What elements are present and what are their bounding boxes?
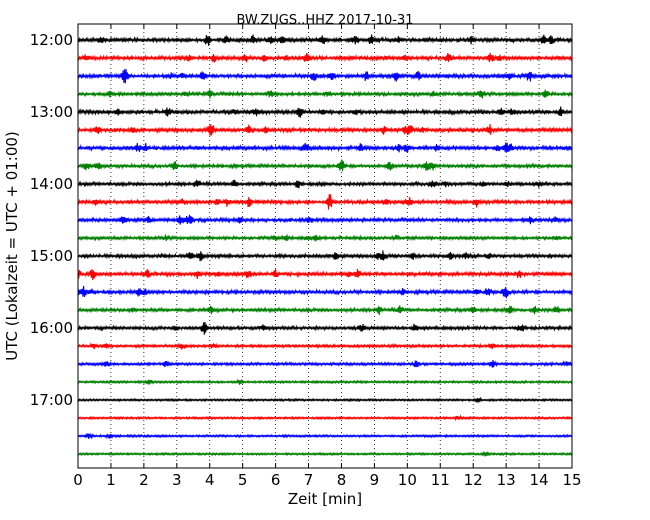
trace-1215 [77,52,573,63]
chart-title: BW.ZUGS..HHZ 2017-10-31 [236,13,413,28]
trace-1400 [77,179,573,189]
y-tick-label-1700: 17:00 [30,391,73,409]
trace-1500 [77,250,573,262]
x-tick-label-0: 0 [73,471,83,489]
x-tick-label-2: 2 [139,471,149,489]
x-tick-label-10: 10 [398,471,417,489]
trace-1515 [77,268,573,281]
y-tick-label-1200: 12:00 [30,31,73,49]
y-axis-ticks: 12:00 13:00 14:00 15:00 16:00 17:00 [30,31,572,409]
trace-1330 [77,142,573,153]
x-tick-label-5: 5 [238,471,248,489]
y-tick-label-1600: 16:00 [30,319,73,337]
trace-1615 [77,342,573,350]
x-tick-label-14: 14 [530,471,549,489]
x-axis-ticks: 0 1 2 3 4 5 6 7 8 9 10 11 12 13 14 15 [73,24,582,489]
x-tick-label-9: 9 [370,471,380,489]
x-tick-label-12: 12 [464,471,483,489]
plot-frame [77,23,573,469]
trace-1345 [77,159,573,172]
trace-1530 [77,285,573,299]
trace-1600 [77,321,573,335]
x-tick-label-1: 1 [106,471,116,489]
trace-1300 [77,106,573,118]
trace-1645 [77,378,573,385]
trace-1230 [77,68,573,84]
x-tick-label-4: 4 [205,471,215,489]
trace-1700 [77,396,573,403]
trace-1200 [77,34,573,46]
x-tick-label-15: 15 [562,471,581,489]
x-axis-label: Zeit [min] [288,490,362,508]
trace-1445 [77,234,573,242]
x-tick-label-8: 8 [337,471,347,489]
trace-lines [77,34,573,457]
trace-1430 [77,214,573,225]
x-tick-label-11: 11 [431,471,450,489]
x-tick-label-7: 7 [304,471,314,489]
y-axis-label: UTC (Lokalzeit = UTC + 01:00) [3,131,21,361]
trace-1245 [77,89,573,99]
trace-1715 [77,414,573,422]
trace-1545 [77,305,573,316]
y-tick-label-1500: 15:00 [30,247,73,265]
trace-1415 [77,194,573,210]
x-tick-label-6: 6 [271,471,281,489]
trace-1315 [77,124,573,136]
trace-1730 [77,432,573,440]
x-tick-label-3: 3 [172,471,182,489]
y-tick-label-1300: 13:00 [30,103,73,121]
y-tick-label-1400: 14:00 [30,175,73,193]
trace-1745 [77,450,573,457]
x-tick-label-13: 13 [497,471,516,489]
trace-1630 [77,360,573,368]
